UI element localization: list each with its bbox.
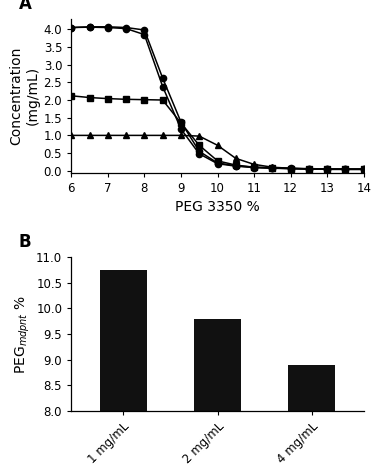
Text: B: B <box>19 233 31 251</box>
Bar <box>194 318 241 411</box>
Bar <box>288 365 336 411</box>
X-axis label: PEG 3350 %: PEG 3350 % <box>175 200 260 214</box>
Text: A: A <box>19 0 32 13</box>
Y-axis label: Concentration
(mg/mL): Concentration (mg/mL) <box>9 46 39 145</box>
Bar <box>99 270 147 411</box>
Y-axis label: PEG$_{mdpnt}$ %: PEG$_{mdpnt}$ % <box>13 295 32 374</box>
